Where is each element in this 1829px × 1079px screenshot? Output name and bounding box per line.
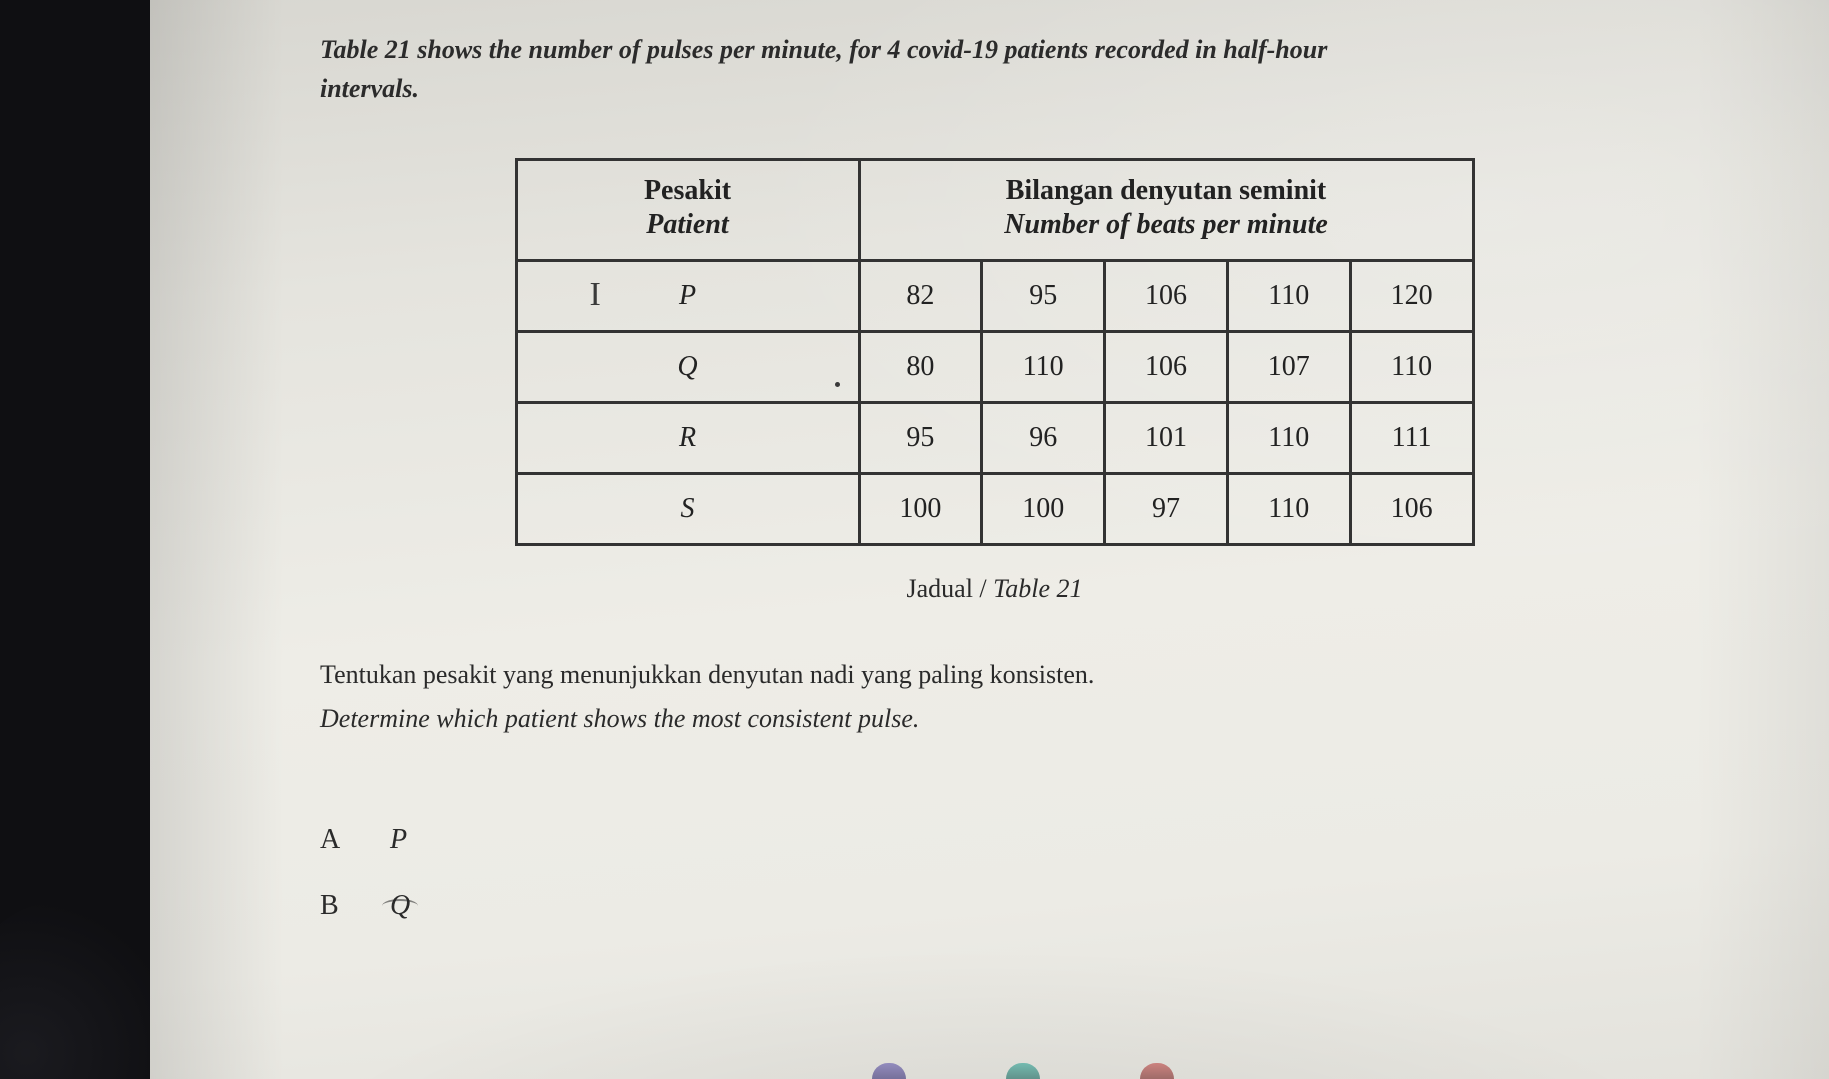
table-row: I P 82 95 106 110 120	[516, 261, 1473, 332]
text-cursor-icon: I	[590, 276, 602, 314]
stray-dot-icon	[835, 382, 840, 387]
value-cell: 106	[1105, 332, 1228, 403]
value-cell: 110	[1227, 474, 1350, 545]
pulse-table: Pesakit Patient Bilangan denyutan semini…	[515, 158, 1475, 546]
header-patient-en: Patient	[528, 209, 848, 241]
table-row: S 100 100 97 110 106	[516, 474, 1473, 545]
value-cell: 107	[1227, 332, 1350, 403]
value-cell: 110	[1350, 332, 1473, 403]
table-header-row: Pesakit Patient Bilangan denyutan semini…	[516, 160, 1473, 261]
patient-label: S	[681, 493, 695, 524]
document-page: Table 21 shows the number of pulses per …	[150, 0, 1829, 1079]
option-A[interactable]: A P	[320, 824, 1669, 856]
header-beats-en: Number of beats per minute	[871, 209, 1462, 241]
patient-cell-S: S	[516, 474, 859, 545]
header-beats-ms: Bilangan denyutan seminit	[871, 175, 1462, 207]
option-B[interactable]: B Q	[320, 890, 1669, 922]
intro-line-2: intervals.	[320, 74, 419, 103]
header-patient-ms: Pesakit	[528, 175, 848, 207]
value-cell: 110	[982, 332, 1105, 403]
value-cell: 111	[1350, 403, 1473, 474]
option-value: P	[390, 824, 407, 856]
value-cell: 110	[1227, 261, 1350, 332]
table-row: Q 80 110 106 107 110	[516, 332, 1473, 403]
patient-cell-R: R	[516, 403, 859, 474]
patient-label: P	[679, 280, 696, 311]
value-cell: 82	[859, 261, 982, 332]
value-cell: 100	[982, 474, 1105, 545]
caption-italic: Table 21	[993, 574, 1082, 603]
strike-mark: Q	[390, 890, 410, 922]
value-cell: 95	[982, 261, 1105, 332]
table-row: R 95 96 101 110 111	[516, 403, 1473, 474]
value-cell: 106	[1105, 261, 1228, 332]
value-cell: 96	[982, 403, 1105, 474]
value-cell: 100	[859, 474, 982, 545]
question-en: Determine which patient shows the most c…	[320, 704, 1669, 734]
value-cell: 120	[1350, 261, 1473, 332]
value-cell: 80	[859, 332, 982, 403]
question-ms: Tentukan pesakit yang menunjukkan denyut…	[320, 660, 1669, 690]
screen-root: Table 21 shows the number of pulses per …	[0, 0, 1829, 1079]
header-beats: Bilangan denyutan seminit Number of beat…	[859, 160, 1473, 261]
value-cell: 95	[859, 403, 982, 474]
patient-cell-P: I P	[516, 261, 859, 332]
value-cell: 101	[1105, 403, 1228, 474]
dot-red-icon	[1140, 1063, 1174, 1079]
option-letter: B	[320, 890, 390, 922]
intro-line-1: Table 21 shows the number of pulses per …	[320, 35, 1327, 64]
patient-label: R	[679, 422, 696, 453]
value-cell: 106	[1350, 474, 1473, 545]
left-dark-strip	[0, 0, 150, 1079]
option-value: Q	[390, 890, 410, 922]
value-cell: 97	[1105, 474, 1228, 545]
value-cell: 110	[1227, 403, 1350, 474]
dot-purple-icon	[872, 1063, 906, 1079]
table-caption: Jadual / Table 21	[320, 574, 1669, 604]
patient-cell-Q: Q	[516, 332, 859, 403]
header-patient: Pesakit Patient	[516, 160, 859, 261]
patient-label: Q	[677, 351, 697, 382]
bottom-indicator-dots	[872, 1055, 1174, 1079]
intro-text: Table 21 shows the number of pulses per …	[320, 30, 1669, 108]
caption-plain: Jadual /	[907, 574, 994, 603]
option-letter: A	[320, 824, 390, 856]
dot-teal-icon	[1006, 1063, 1040, 1079]
